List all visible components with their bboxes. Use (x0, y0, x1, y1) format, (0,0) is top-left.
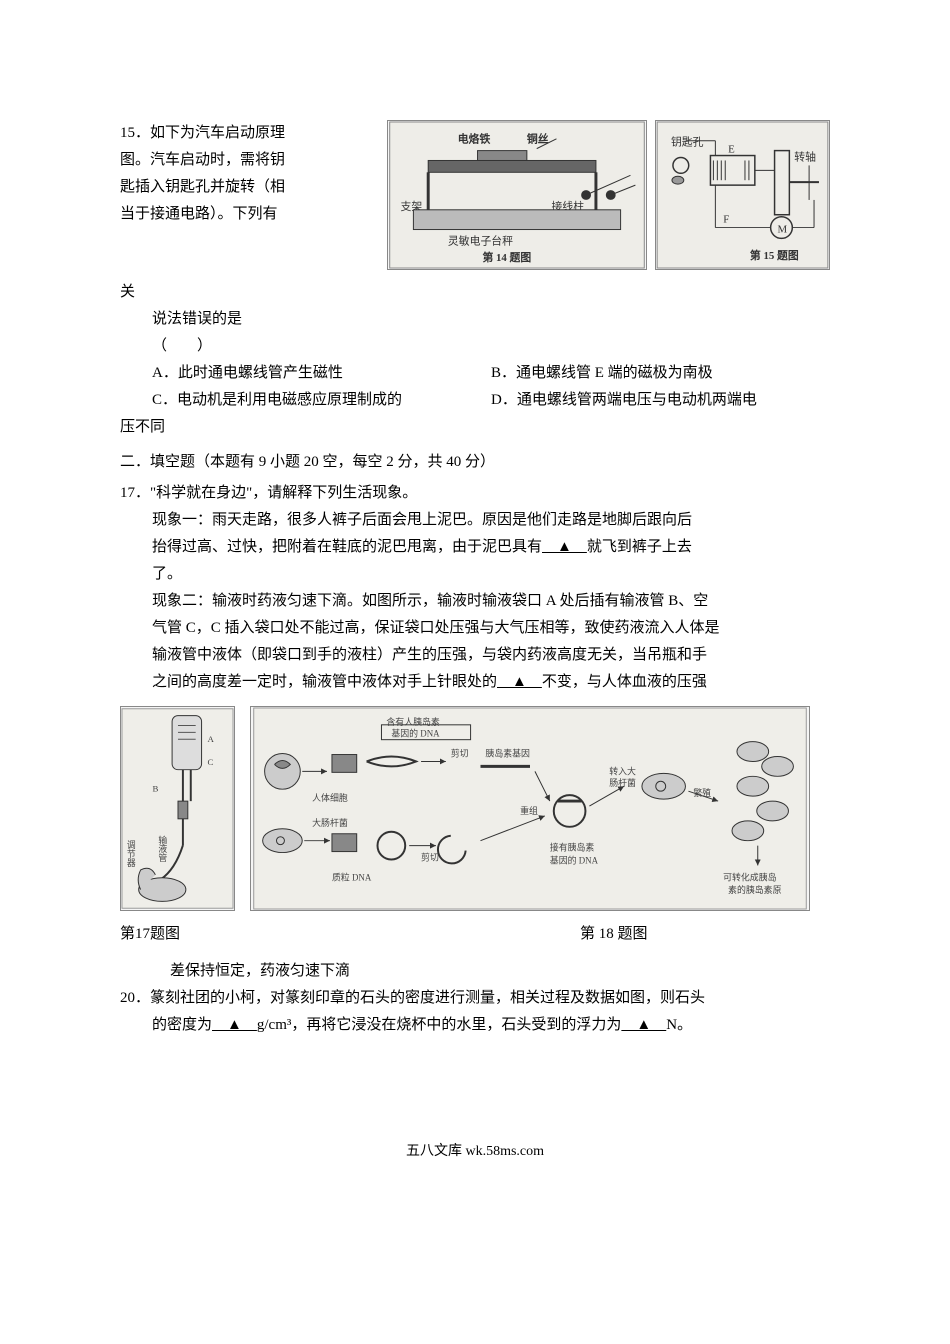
fig17-c: C (207, 757, 213, 767)
figure-15-svg: 钥匙孔 E F 转轴 (656, 121, 829, 269)
q17-phen2-l4a: 之间的高度差一定时，输液管中液体对手上针眼处的 (152, 674, 497, 690)
q15-number: 15． (120, 125, 150, 141)
q17-line1: 17．"科学就在身边"，请解释下列生活现象。 (120, 480, 830, 507)
fig17-reg: 调节器 (126, 840, 136, 867)
figure-18: 含有人胰岛素 基因的 DNA 提取 剪切 胰岛素基因 人体细胞 大肠杆菌 提取 … (250, 706, 810, 911)
q15-opt-line2: C．电动机是利用电磁感应原理制成的 D．通电螺线管两端电压与电动机两端电 (152, 387, 830, 414)
fig18-t13a: 接有胰岛素 (550, 842, 595, 853)
q17-phen1-l3: 了。 (120, 561, 830, 588)
q17-phen2-l3: 输液管中液体（即袋口到手的液柱）产生的压强，与袋内药液高度无关，当吊瓶和手 (120, 642, 830, 669)
q17-phen2-l1: 现象二：输液时药液匀速下滴。如图所示，输液时输液袋口 A 处后插有输液管 B、空 (120, 588, 830, 615)
q20-l2b: g/cm³，再将它浸没在烧杯中的水里，石头受到的浮力为 (257, 1017, 622, 1033)
fig18-t5: 胰岛素基因 (485, 748, 530, 759)
page-footer: 五八文库 wk.58ms.com (120, 1139, 830, 1164)
q17-blank2: ▲ (497, 674, 542, 690)
q20-line1: 20．篆刻社团的小柯，对篆刻印章的石头的密度进行测量，相关过程及数据如图，则石头 (120, 985, 830, 1012)
q15-text-col: 15．如下为汽车启动原理图。汽车启动时，需将钥匙插入钥匙孔并旋转（相当于接通电路… (120, 120, 290, 228)
q15-container: 钥匙孔 E F 转轴 (120, 120, 830, 279)
q15-opt-line1: A．此时通电螺线管产生磁性 B．通电螺线管 E 端的磁极为南极 (152, 360, 830, 387)
figure-17: A C B 调节器 输液管 (120, 706, 235, 911)
fig18-t11: 重组 (520, 805, 538, 816)
figure-17-svg: A C B 调节器 输液管 (121, 707, 234, 910)
question-15: 钥匙孔 E F 转轴 (120, 120, 830, 441)
fig15-key-label: 钥匙孔 (671, 135, 704, 149)
fig14-top1: 电烙铁 (458, 132, 491, 146)
figure-14: 电烙铁 铜丝 支架 接线柱 灵敏电子台秤 第 14 题图 (387, 120, 647, 270)
q15-stem-l3: （ ） (120, 333, 830, 360)
question-20: 20．篆刻社团的小柯，对篆刻印章的石头的密度进行测量，相关过程及数据如图，则石头… (120, 985, 830, 1039)
figure-18-svg: 含有人胰岛素 基因的 DNA 提取 剪切 胰岛素基因 人体细胞 大肠杆菌 提取 … (251, 707, 809, 910)
q17-phen2-l4: 之间的高度差一定时，输液管中液体对手上针眼处的 ▲ 不变，与人体血液的压强 (120, 669, 830, 696)
figure-15-box: 钥匙孔 E F 转轴 (655, 120, 830, 279)
question-17: 17．"科学就在身边"，请解释下列生活现象。 现象一：雨天走路，很多人裤子后面会… (120, 480, 830, 696)
q15-stem-l2: 说法错误的是 (120, 306, 830, 333)
fig18-t15b: 素的胰岛素原 (728, 884, 782, 895)
q17-stem: "科学就在身边"，请解释下列生活现象。 (150, 485, 417, 501)
fig18-t6: 人体细胞 (312, 792, 348, 803)
fig17-caption: 第17题图 (120, 921, 300, 948)
fig18-caption: 第 18 题图 (580, 921, 648, 948)
q17-phen1-l1: 现象一：雨天走路，很多人裤子后面会甩上泥巴。原因是他们走路是地脚后跟向后 (120, 507, 830, 534)
q17-number: 17． (120, 485, 150, 501)
q20-line2: 的密度为 ▲ g/cm³，再将它浸没在烧杯中的水里，石头受到的浮力为 ▲ N。 (120, 1012, 830, 1039)
fig18-t7: 大肠杆菌 (312, 817, 348, 828)
q17-phen1-l2a: 抬得过高、过快，把附着在鞋底的泥巴甩离，由于泥巴具有 (152, 539, 542, 555)
fig17-b: B (152, 783, 158, 793)
figure-15: 钥匙孔 E F 转轴 (655, 120, 830, 270)
q17-phen1-l2b: 就飞到裤子上去 (587, 539, 692, 555)
q20-number: 20． (120, 990, 150, 1006)
fig15-f-label: F (723, 214, 729, 226)
q20-l2c: N。 (666, 1017, 692, 1033)
q17-phen1-l2: 抬得过高、过快，把附着在鞋底的泥巴甩离，由于泥巴具有 ▲ 就飞到裤子上去 (120, 534, 830, 561)
fig15-caption: 第 15 题图 (750, 248, 799, 262)
fig17-a: A (207, 734, 214, 744)
q15-stem-cont-left: 关 (120, 279, 830, 306)
figure-14-svg: 电烙铁 铜丝 支架 接线柱 灵敏电子台秤 第 14 题图 (388, 121, 646, 269)
q17-blank1: ▲ (542, 539, 587, 555)
fig18-t12b: 肠杆菌 (609, 777, 636, 788)
q20-blank2: ▲ (621, 1017, 666, 1033)
fig15-m-label: M (778, 223, 788, 235)
q15-optD: D．通电螺线管两端电压与电动机两端电 (491, 387, 830, 414)
fig14-top2: 铜丝 (527, 132, 549, 146)
fig14-caption: 第 14 题图 (482, 250, 531, 264)
q17-phen2-l2: 气管 C，C 插入袋口处不能过高，保证袋口处压强与大气压相等，致使药液流入人体是 (120, 615, 830, 642)
fig14-bottom1: 灵敏电子台秤 (448, 233, 513, 247)
q15-options: A．此时通电螺线管产生磁性 B．通电螺线管 E 端的磁极为南极 C．电动机是利用… (120, 360, 830, 414)
fig18-t12a: 转入大 (609, 765, 636, 776)
section-2-title: 二．填空题（本题有 9 小题 20 空，每空 2 分，共 40 分） (120, 449, 830, 476)
q15-optC: C．电动机是利用电磁感应原理制成的 (152, 387, 491, 414)
fig15-e-label: E (728, 144, 735, 156)
q17-after-fig: 差保持恒定，药液匀速下滴 (120, 958, 830, 985)
q15-optA: A．此时通电螺线管产生磁性 (152, 360, 491, 387)
fig18-t14: 繁殖 (693, 787, 711, 798)
fig18-t4: 剪切 (451, 748, 469, 759)
fig18-t9: 剪切 (421, 851, 439, 862)
fig18-t13b: 基因的 DNA (550, 854, 599, 865)
q15-opt-continue: 压不同 (120, 414, 830, 441)
fig17-tube: 输液管 (157, 834, 167, 862)
q20-l2a: 的密度为 (152, 1017, 212, 1033)
fig18-t15a: 可转化成胰岛 (723, 871, 777, 882)
figures-row: A C B 调节器 输液管 含有人胰岛素 基因的 DNA 提取 (120, 706, 830, 911)
fig18-t2: 基因的 DNA (391, 728, 440, 739)
q20-blank1: ▲ (212, 1017, 257, 1033)
q15-optB: B．通电螺线管 E 端的磁极为南极 (491, 360, 830, 387)
fig18-t10: 质粒 DNA (332, 871, 372, 882)
q17-phen2-l4b: 不变，与人体血液的压强 (542, 674, 707, 690)
caption-row: 第17题图 第 18 题图 (120, 921, 830, 948)
q20-stem-l1: 篆刻社团的小柯，对篆刻印章的石头的密度进行测量，相关过程及数据如图，则石头 (150, 990, 705, 1006)
fig15-axis-label: 转轴 (794, 149, 816, 163)
figure-14-box: 电烙铁 铜丝 支架 接线柱 灵敏电子台秤 第 14 题图 (387, 120, 647, 279)
